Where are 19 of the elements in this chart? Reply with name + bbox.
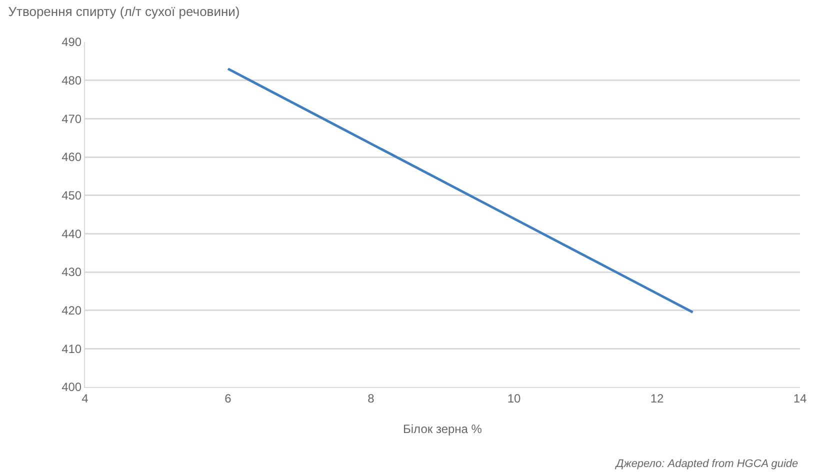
chart-title: Утворення спирту (л/т сухої речовини) xyxy=(8,4,240,20)
y-tick-label: 490 xyxy=(62,35,82,50)
y-tick-label: 410 xyxy=(62,342,82,356)
x-axis-title: Білок зерна % xyxy=(403,422,482,436)
x-tick-label: 6 xyxy=(224,391,232,406)
y-tick-label: 440 xyxy=(62,226,82,241)
x-tick-label: 4 xyxy=(82,391,89,406)
y-tick-label: 420 xyxy=(62,304,82,318)
y-tick-label: 400 xyxy=(62,380,82,394)
text: Джерело: Adapted from HGCA guide xyxy=(614,458,798,470)
y-tick-label: 480 xyxy=(62,74,82,88)
x-tick-label: 10 xyxy=(507,391,521,406)
x-tick-label: 8 xyxy=(368,391,375,406)
x-tick-label: 14 xyxy=(793,391,807,406)
y-tick-label: 470 xyxy=(62,112,82,126)
x-tick-label: 12 xyxy=(650,391,664,406)
y-tick-label: 430 xyxy=(62,265,82,280)
y-tick-label: 460 xyxy=(62,150,82,164)
y-tick-label: 450 xyxy=(62,188,82,203)
